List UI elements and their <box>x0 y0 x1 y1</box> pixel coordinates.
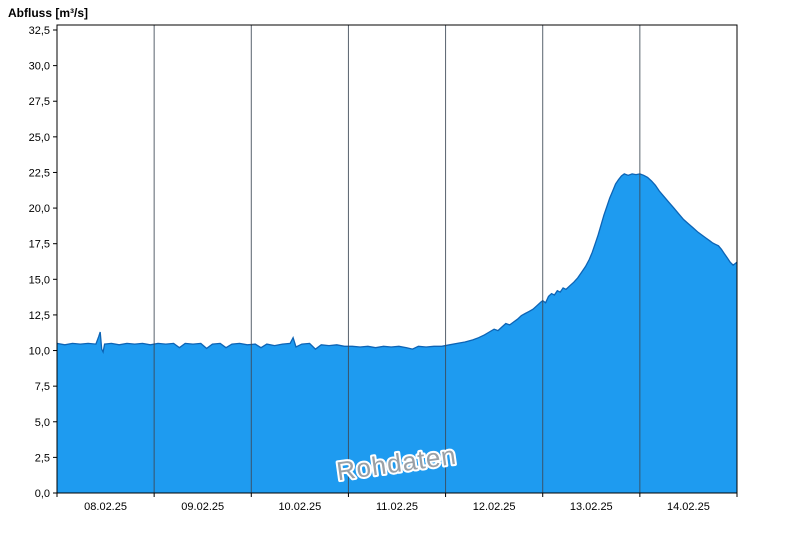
discharge-line <box>56 173 738 355</box>
y-tick-label: 25,0 <box>29 132 50 144</box>
x-tick-label: 10.02.25 <box>278 501 321 513</box>
x-tick-label: 14.02.25 <box>667 501 710 513</box>
y-tick-label: 2,5 <box>35 452 50 464</box>
x-tick-label: 13.02.25 <box>570 501 613 513</box>
discharge-area <box>57 173 737 493</box>
y-tick-label: 17,5 <box>29 239 50 251</box>
y-tick-label: 32,5 <box>29 25 50 37</box>
y-tick-label: 30,0 <box>29 61 50 73</box>
y-tick-label: 22,5 <box>29 167 50 179</box>
x-tick-label: 12.02.25 <box>473 501 516 513</box>
x-tick-label: 09.02.25 <box>181 501 224 513</box>
y-tick-label: 5,0 <box>35 417 50 429</box>
y-tick-label: 7,5 <box>35 381 50 393</box>
y-tick-label: 10,0 <box>29 346 50 358</box>
x-tick-label: 11.02.25 <box>376 501 418 513</box>
x-tick-label: 08.02.25 <box>84 501 127 513</box>
y-tick-label: 0,0 <box>35 488 50 500</box>
y-tick-label: 12,5 <box>29 310 50 322</box>
y-axis-title: Abfluss [m³/s] <box>8 6 89 20</box>
y-tick-label: 15,0 <box>29 274 50 286</box>
y-tick-label: 27,5 <box>29 96 50 108</box>
y-tick-label: 20,0 <box>29 203 50 215</box>
plot-frame <box>56 24 738 494</box>
